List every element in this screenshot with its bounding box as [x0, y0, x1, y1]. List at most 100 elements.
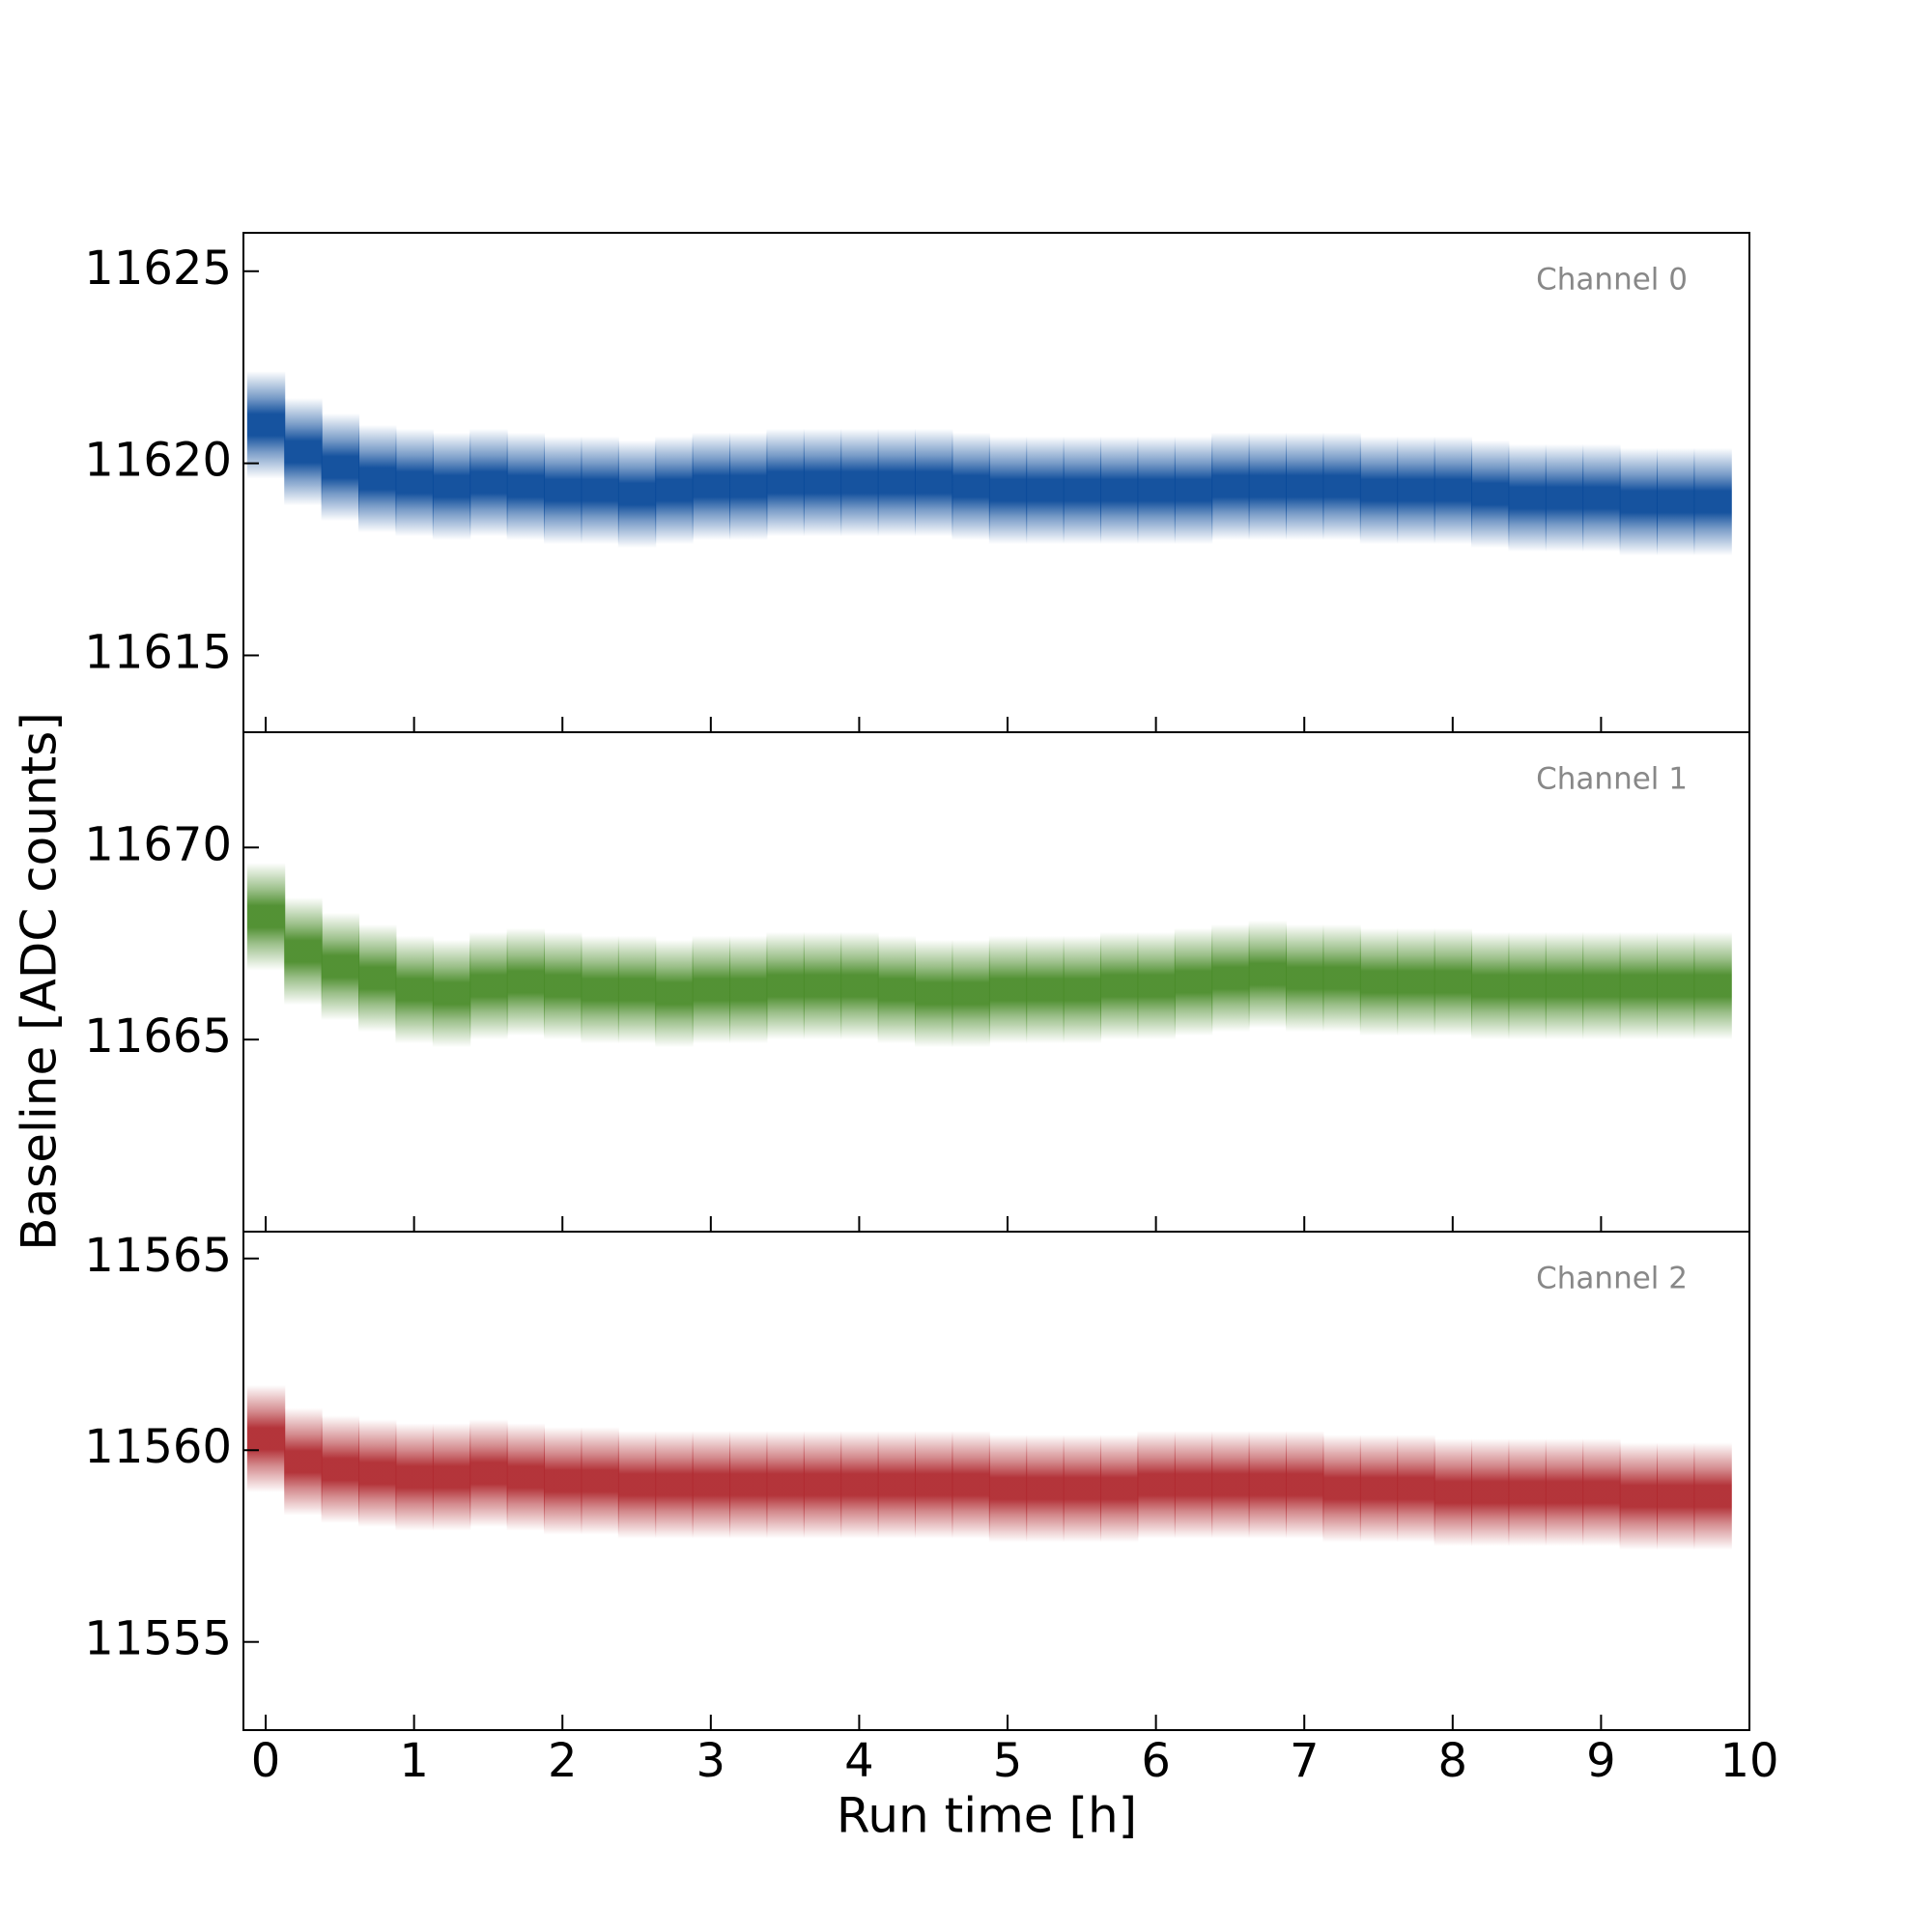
point-cloud — [1582, 443, 1621, 553]
point-cloud — [803, 428, 842, 537]
point-cloud — [803, 931, 842, 1040]
point-cloud — [469, 428, 508, 537]
point-cloud — [1063, 436, 1102, 545]
point-cloud — [729, 1431, 768, 1539]
y-tick-label: 11565 — [84, 1229, 232, 1283]
point-cloud — [1174, 1431, 1213, 1539]
x-tick-label: 0 — [251, 1734, 281, 1788]
point-cloud — [1434, 927, 1473, 1037]
point-cloud — [506, 432, 546, 541]
point-cloud — [246, 863, 286, 971]
point-cloud — [395, 935, 434, 1044]
point-cloud — [432, 1423, 471, 1531]
point-cloud — [1619, 447, 1659, 556]
panel-frame — [242, 1231, 1750, 1731]
point-cloud — [1248, 920, 1288, 1029]
point-cloud — [1137, 931, 1176, 1040]
point-cloud — [581, 935, 619, 1044]
point-cloud — [1137, 1431, 1176, 1539]
point-cloud — [246, 371, 286, 479]
point-cloud — [1471, 440, 1510, 549]
point-cloud — [1434, 436, 1473, 545]
point-cloud — [655, 1431, 694, 1539]
point-cloud — [1359, 436, 1399, 545]
point-cloud — [1063, 935, 1102, 1044]
point-cloud — [358, 424, 397, 533]
point-cloud — [1582, 1438, 1621, 1547]
x-axis-label: Run time [h] — [837, 1788, 1137, 1844]
point-cloud — [1026, 436, 1065, 545]
point-cloud — [1211, 1431, 1250, 1539]
point-cloud — [1508, 1438, 1547, 1547]
point-cloud — [655, 436, 694, 545]
point-cloud — [1063, 1435, 1102, 1543]
point-cloud — [469, 1419, 508, 1527]
point-cloud — [395, 428, 434, 537]
point-cloud — [1434, 1438, 1473, 1547]
channel-label: Channel 1 — [1536, 762, 1688, 797]
point-cloud — [1545, 443, 1584, 553]
point-cloud — [1693, 447, 1732, 556]
point-cloud — [840, 428, 879, 537]
point-cloud — [840, 931, 879, 1040]
point-cloud — [766, 428, 805, 537]
point-cloud — [506, 1423, 546, 1531]
point-cloud — [1359, 1435, 1399, 1543]
point-cloud — [1322, 923, 1361, 1033]
point-cloud — [358, 1419, 397, 1527]
x-tick-label: 5 — [993, 1734, 1023, 1788]
point-cloud — [1508, 931, 1547, 1040]
point-cloud — [1359, 927, 1399, 1037]
point-cloud — [1100, 931, 1139, 1040]
point-cloud — [1137, 436, 1176, 545]
point-cloud — [1100, 1435, 1139, 1543]
point-cloud — [915, 1431, 953, 1539]
point-cloud — [840, 1431, 879, 1539]
point-cloud — [1582, 931, 1621, 1040]
point-cloud — [432, 432, 471, 541]
point-cloud — [1397, 927, 1435, 1037]
point-cloud — [952, 1431, 990, 1539]
point-cloud — [952, 432, 990, 541]
point-cloud — [692, 1431, 731, 1539]
point-cloud — [1026, 935, 1065, 1044]
y-tick-label: 11625 — [84, 242, 232, 296]
y-tick-label: 11620 — [84, 434, 232, 488]
point-cloud — [1397, 1435, 1435, 1543]
point-cloud — [1545, 931, 1584, 1040]
point-cloud — [1657, 447, 1695, 556]
point-cloud — [246, 1384, 286, 1492]
point-cloud — [1657, 1442, 1695, 1550]
point-cloud — [617, 1431, 657, 1539]
point-cloud — [988, 1435, 1028, 1543]
point-cloud — [692, 432, 731, 541]
point-cloud — [581, 1427, 619, 1535]
point-cloud — [617, 440, 657, 549]
x-tick-label: 10 — [1719, 1734, 1778, 1788]
point-cloud — [692, 935, 731, 1044]
point-cloud — [1286, 1431, 1324, 1539]
point-cloud — [544, 931, 582, 1040]
point-cloud — [321, 912, 360, 1021]
point-cloud — [469, 931, 508, 1040]
point-cloud — [1322, 432, 1361, 541]
point-cloud — [1026, 1435, 1065, 1543]
point-cloud — [729, 432, 768, 541]
point-cloud — [1174, 436, 1213, 545]
point-cloud — [506, 927, 546, 1037]
point-cloud — [1619, 931, 1659, 1040]
point-cloud — [877, 428, 917, 537]
point-cloud — [1545, 1438, 1584, 1547]
point-cloud — [1657, 931, 1695, 1040]
point-cloud — [1248, 1431, 1288, 1539]
point-cloud — [544, 1427, 582, 1535]
point-cloud — [915, 939, 953, 1048]
point-cloud — [877, 935, 917, 1044]
y-tick-label: 11615 — [84, 625, 232, 679]
point-cloud — [877, 1431, 917, 1539]
point-cloud — [321, 412, 360, 522]
point-cloud — [544, 436, 582, 545]
point-cloud — [1693, 1442, 1732, 1550]
point-cloud — [617, 935, 657, 1044]
